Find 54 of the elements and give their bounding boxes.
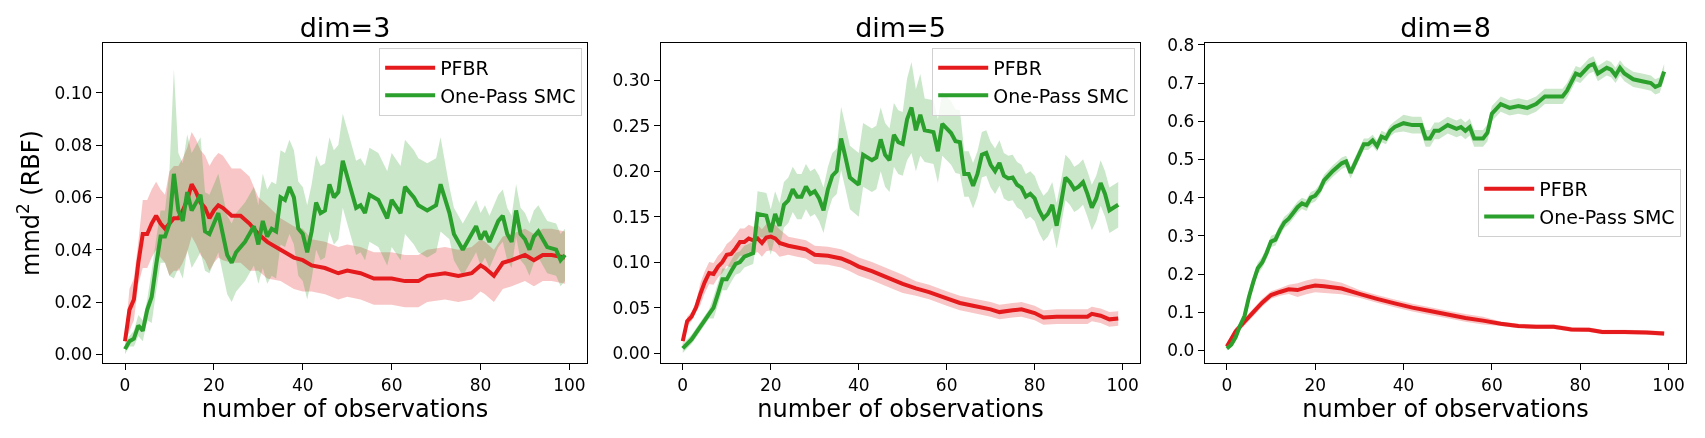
y-tick-label: 0.30 (612, 70, 651, 91)
y-tick-label: 0.2 (1167, 263, 1195, 284)
x-tick-label: 0 (677, 374, 689, 395)
x-tick-label: 100 (553, 374, 586, 395)
chart-title: dim=8 (1400, 12, 1491, 43)
x-tick-label: 20 (759, 374, 782, 395)
y-tick-label: 0.8 (1167, 34, 1195, 55)
x-tick-label: 60 (380, 374, 403, 395)
x-tick-label: 20 (1304, 374, 1327, 395)
y-tick-label: 0.06 (54, 187, 93, 208)
y-tick-label: 0.15 (612, 206, 651, 227)
y-tick-label: 0.0 (1167, 340, 1195, 361)
y-tick-label: 0.4 (1167, 187, 1195, 208)
y-tick-label: 0.05 (612, 297, 651, 318)
line-series (680, 105, 1121, 351)
x-axis-title: number of observations (201, 394, 489, 423)
x-tick-label: 80 (1569, 374, 1592, 395)
y-tick-label: 0.6 (1167, 111, 1195, 132)
y-tick-label: 0.25 (612, 115, 651, 136)
legend-label: One-Pass SMC (993, 84, 1129, 107)
chart-title: dim=3 (299, 12, 391, 43)
legend-label: PFBR (1539, 178, 1588, 201)
y-tick-label: 0.00 (54, 344, 93, 365)
y-tick-label: 0.02 (54, 291, 93, 312)
legend-label: PFBR (993, 57, 1042, 80)
x-axis-title: number of observations (757, 394, 1044, 423)
x-tick-label: 40 (291, 374, 314, 395)
x-tick-label: 60 (1481, 374, 1503, 395)
x-tick-label: 100 (1652, 374, 1685, 395)
y-tick-label: 0.10 (612, 252, 651, 273)
y-tick-label: 0.7 (1167, 73, 1195, 94)
y-tick-label: 0.20 (612, 161, 651, 182)
y-tick-label: 0.00 (612, 342, 651, 363)
x-tick-label: 0 (1221, 374, 1233, 395)
x-tick-label: 80 (1023, 374, 1046, 395)
y-tick-label: 0.1 (1167, 302, 1195, 323)
y-tick-label: 0.04 (54, 239, 93, 260)
y-tick-label: 0.10 (54, 82, 93, 103)
y-tick-label: 0.5 (1167, 149, 1195, 170)
legend-label: One-Pass SMC (440, 84, 576, 107)
legend-label: PFBR (440, 57, 489, 80)
legend-label: One-Pass SMC (1539, 205, 1675, 228)
line-series (123, 158, 567, 352)
x-axis-title: number of observations (1302, 394, 1589, 423)
x-tick-label: 0 (119, 374, 131, 395)
x-tick-label: 60 (935, 374, 958, 395)
x-tick-label: 40 (847, 374, 870, 395)
y-tick-label: 0.08 (54, 134, 93, 155)
x-tick-label: 40 (1392, 374, 1415, 395)
x-tick-label: 20 (203, 374, 225, 395)
x-tick-label: 100 (1106, 374, 1139, 395)
x-tick-label: 80 (469, 374, 492, 395)
chart-title: dim=5 (855, 12, 946, 43)
y-tick-label: 0.3 (1167, 225, 1195, 246)
